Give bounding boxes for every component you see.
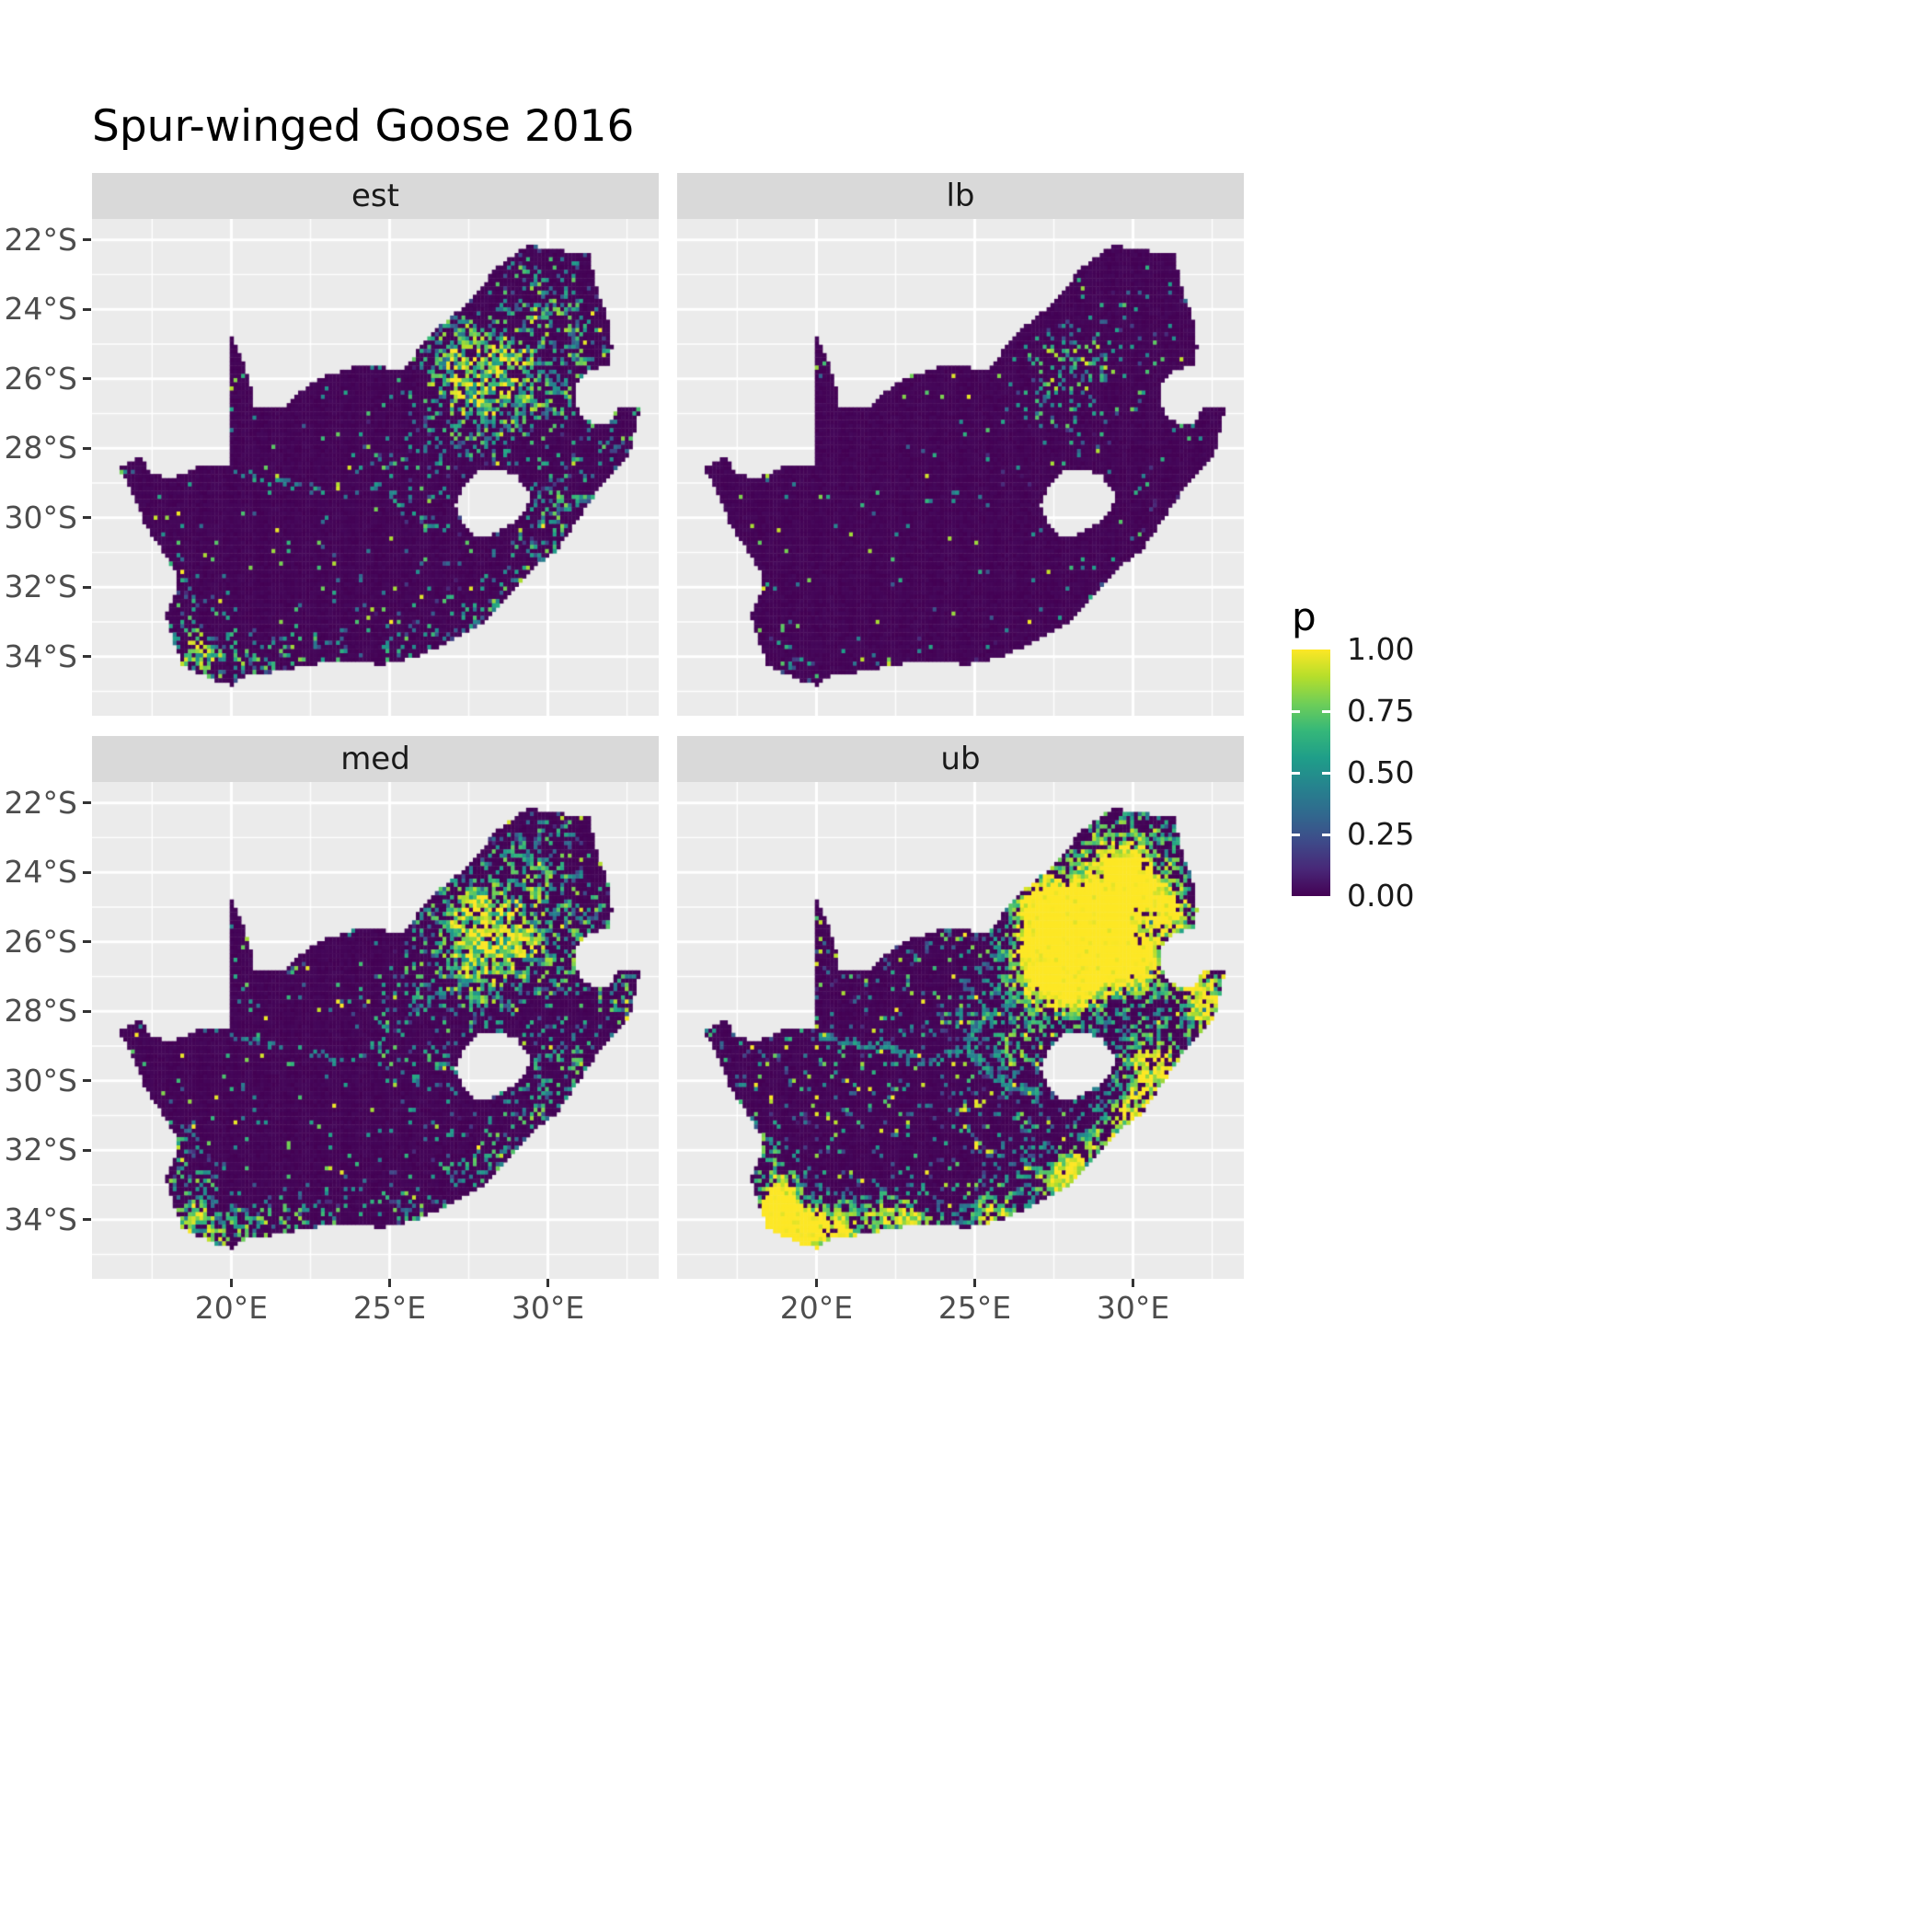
- map-panel-ub: [677, 782, 1244, 1279]
- y-axis-label: 32°S: [4, 569, 77, 605]
- legend-tick: [1292, 709, 1300, 713]
- x-axis-tick: [229, 1279, 233, 1287]
- y-axis-label: 28°S: [4, 430, 77, 466]
- legend-tick: [1322, 709, 1330, 713]
- y-axis-label: 34°S: [4, 638, 77, 674]
- facet-strip-label: lb: [946, 178, 975, 214]
- legend-title: p: [1292, 594, 1317, 639]
- y-axis-tick: [83, 870, 91, 874]
- x-axis-label: 20°E: [194, 1290, 269, 1326]
- legend-tick: [1292, 771, 1300, 775]
- y-axis-tick: [83, 1009, 91, 1013]
- y-axis-label: 22°S: [4, 221, 77, 258]
- y-axis-tick: [83, 446, 91, 450]
- x-axis-tick: [972, 1279, 976, 1287]
- map-panel-est: [92, 219, 659, 716]
- y-axis-tick: [83, 1148, 91, 1152]
- legend-tick-label: 0.75: [1347, 693, 1415, 729]
- y-axis-label: 26°S: [4, 360, 77, 397]
- y-axis-tick: [83, 801, 91, 805]
- facet-strip-label: est: [351, 178, 399, 214]
- y-axis-tick: [83, 377, 91, 381]
- legend-tick: [1292, 833, 1300, 836]
- x-axis-label: 30°E: [1096, 1290, 1170, 1326]
- x-axis-label: 30°E: [511, 1290, 585, 1326]
- facet-strip-lb: lb: [677, 173, 1244, 219]
- x-axis-label: 25°E: [937, 1290, 1012, 1326]
- y-axis-label: 22°S: [4, 784, 77, 821]
- y-axis-label: 24°S: [4, 291, 77, 328]
- y-axis-label: 32°S: [4, 1132, 77, 1168]
- facet-strip-med: med: [92, 736, 659, 782]
- y-axis-label: 28°S: [4, 993, 77, 1029]
- x-axis-tick: [1132, 1279, 1135, 1287]
- facet-strip-label: ub: [940, 741, 981, 777]
- y-axis-label: 30°S: [4, 1062, 77, 1098]
- y-axis-label: 30°S: [4, 499, 77, 535]
- y-axis-label: 34°S: [4, 1201, 77, 1237]
- x-axis-tick: [814, 1279, 818, 1287]
- x-axis-tick: [387, 1279, 391, 1287]
- y-axis-label: 26°S: [4, 923, 77, 960]
- y-axis-tick: [83, 516, 91, 520]
- y-axis-tick: [83, 1218, 91, 1222]
- x-axis-label: 20°E: [779, 1290, 854, 1326]
- facet-strip-ub: ub: [677, 736, 1244, 782]
- y-axis-label: 24°S: [4, 854, 77, 891]
- y-axis-tick: [83, 940, 91, 944]
- legend-tick-label: 0.50: [1347, 754, 1415, 790]
- map-panel-lb: [677, 219, 1244, 716]
- y-axis-tick: [83, 585, 91, 589]
- chart-title: Spur-winged Goose 2016: [92, 101, 635, 152]
- map-panel-med: [92, 782, 659, 1279]
- legend-tick: [1322, 771, 1330, 775]
- y-axis-tick: [83, 238, 91, 242]
- legend-tick-label: 0.00: [1347, 878, 1415, 914]
- legend-tick-label: 1.00: [1347, 631, 1415, 667]
- y-axis-tick: [83, 655, 91, 659]
- x-axis-tick: [546, 1279, 550, 1287]
- x-axis-label: 25°E: [352, 1290, 427, 1326]
- legend-tick-label: 0.25: [1347, 816, 1415, 852]
- y-axis-tick: [83, 307, 91, 311]
- legend-tick: [1322, 833, 1330, 836]
- y-axis-tick: [83, 1079, 91, 1083]
- facet-strip-label: med: [340, 741, 410, 777]
- facet-strip-est: est: [92, 173, 659, 219]
